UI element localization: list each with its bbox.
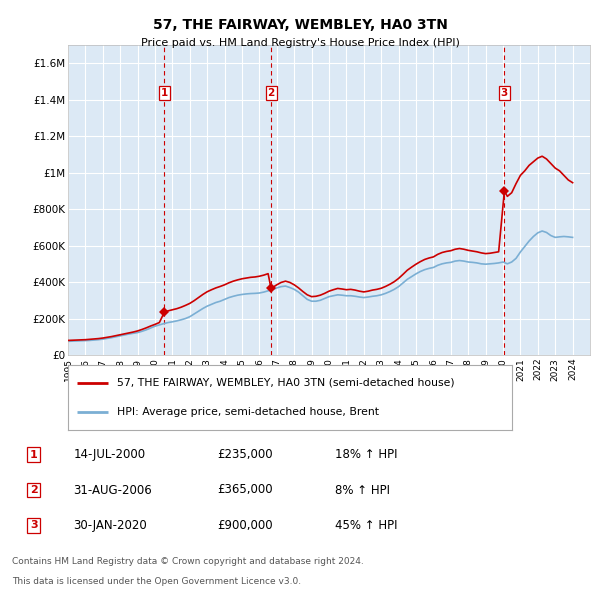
Text: 57, THE FAIRWAY, WEMBLEY, HA0 3TN (semi-detached house): 57, THE FAIRWAY, WEMBLEY, HA0 3TN (semi-… xyxy=(117,378,454,388)
Text: 18% ↑ HPI: 18% ↑ HPI xyxy=(335,448,398,461)
Text: 1: 1 xyxy=(161,88,168,98)
Text: 31-AUG-2006: 31-AUG-2006 xyxy=(74,483,152,497)
Text: 2: 2 xyxy=(268,88,275,98)
Text: 3: 3 xyxy=(30,520,37,530)
Text: 1: 1 xyxy=(30,450,38,460)
Text: £235,000: £235,000 xyxy=(218,448,274,461)
Text: 8% ↑ HPI: 8% ↑ HPI xyxy=(335,483,390,497)
Text: £900,000: £900,000 xyxy=(218,519,274,532)
Text: Price paid vs. HM Land Registry's House Price Index (HPI): Price paid vs. HM Land Registry's House … xyxy=(140,38,460,48)
Text: 14-JUL-2000: 14-JUL-2000 xyxy=(74,448,146,461)
Text: 45% ↑ HPI: 45% ↑ HPI xyxy=(335,519,398,532)
Text: Contains HM Land Registry data © Crown copyright and database right 2024.: Contains HM Land Registry data © Crown c… xyxy=(12,558,364,566)
Text: 30-JAN-2020: 30-JAN-2020 xyxy=(74,519,148,532)
Text: 3: 3 xyxy=(501,88,508,98)
Text: £365,000: £365,000 xyxy=(218,483,274,497)
Text: This data is licensed under the Open Government Licence v3.0.: This data is licensed under the Open Gov… xyxy=(12,578,301,586)
Text: 57, THE FAIRWAY, WEMBLEY, HA0 3TN: 57, THE FAIRWAY, WEMBLEY, HA0 3TN xyxy=(152,18,448,32)
Text: HPI: Average price, semi-detached house, Brent: HPI: Average price, semi-detached house,… xyxy=(117,408,379,418)
Text: 2: 2 xyxy=(30,485,38,495)
